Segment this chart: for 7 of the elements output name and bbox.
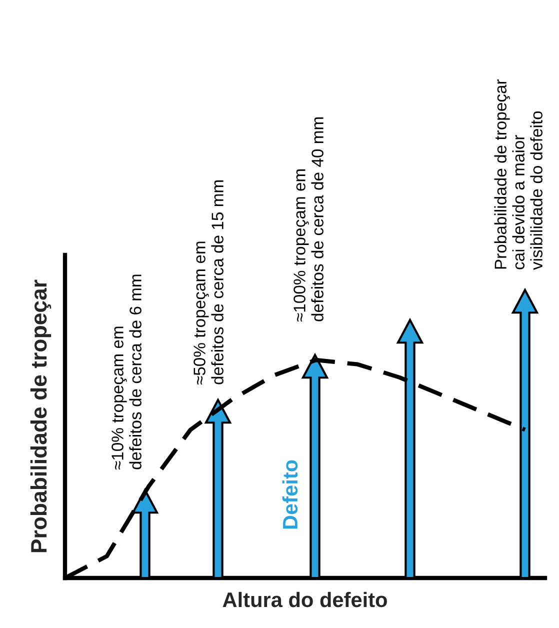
annotation: Defeito	[282, 460, 298, 529]
x-axis-title: Altura do defeito	[222, 592, 387, 608]
annotation: ≈50% tropeçam em defeitos de cerca de 15 mm	[194, 180, 224, 385]
annotation: ≈10% tropeçam em defeitos de cerca de 6 mm	[112, 274, 142, 470]
y-axis-title: Probabilidade de tropeçar	[30, 280, 52, 552]
text: ≈100% tropeçam em defeitos de cerca de 40 mm	[294, 117, 324, 322]
text: Probabilidade de tropeçar cai devido a maior visibilidade do defeito	[494, 79, 542, 270]
